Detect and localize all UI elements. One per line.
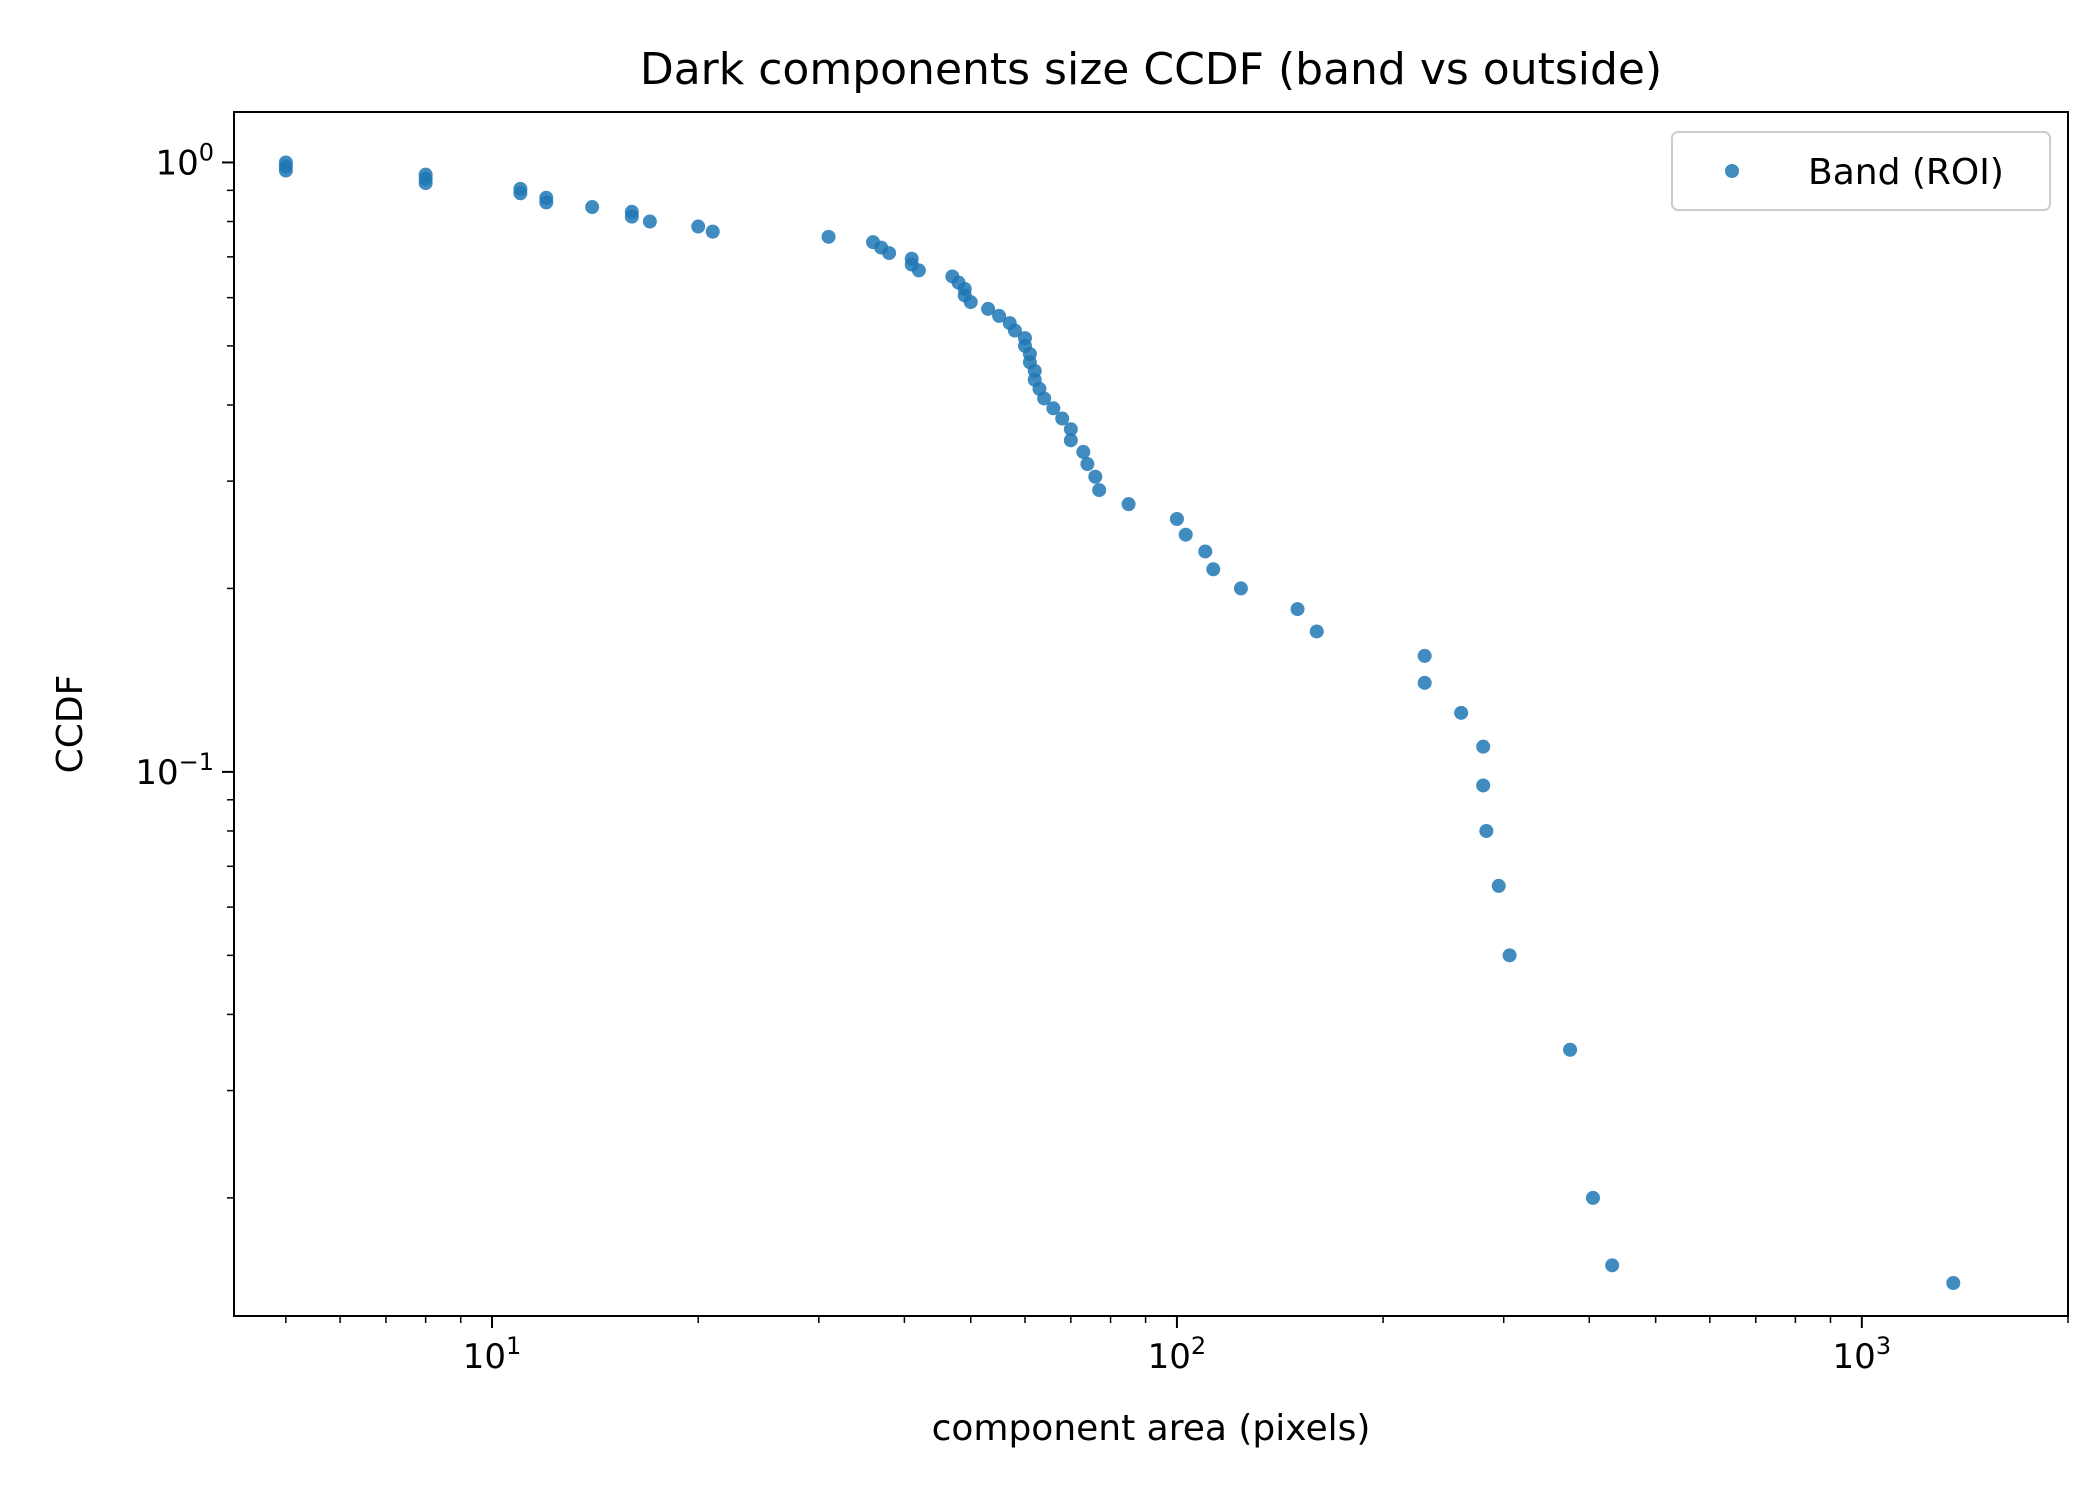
- x-tick-label: 103: [1833, 1332, 1892, 1377]
- legend-label: Band (ROI): [1808, 152, 2004, 193]
- data-point: [1178, 527, 1193, 542]
- x-tick-label-exponent: 1: [506, 1332, 521, 1360]
- data-point: [1169, 511, 1184, 526]
- data-point: [1233, 581, 1248, 596]
- x-tick-label: 102: [1148, 1332, 1207, 1377]
- data-point: [1417, 675, 1432, 690]
- data-point: [963, 295, 978, 310]
- y-tick-label-exponent: 0: [199, 138, 214, 166]
- y-tick-label-base: 10: [155, 143, 198, 183]
- data-point: [278, 163, 293, 178]
- legend-box: [1671, 131, 2051, 211]
- data-point: [992, 308, 1007, 323]
- data-point: [624, 209, 639, 224]
- data-point: [1476, 739, 1491, 754]
- data-point: [981, 301, 996, 316]
- data-point: [1121, 497, 1136, 512]
- data-point: [1007, 323, 1022, 338]
- axes-frame: [233, 111, 2069, 1317]
- data-point: [1063, 433, 1078, 448]
- legend: Band (ROI): [1671, 131, 2051, 211]
- data-point: [642, 214, 657, 229]
- data-point: [1946, 1275, 1961, 1290]
- data-point: [418, 176, 433, 191]
- data-point: [1309, 624, 1324, 639]
- x-tick-label: 101: [463, 1332, 522, 1377]
- data-point: [1454, 705, 1469, 720]
- data-point: [1585, 1190, 1600, 1205]
- data-point: [911, 263, 926, 278]
- data-point: [1063, 422, 1078, 437]
- data-point: [1206, 562, 1221, 577]
- data-point: [1055, 411, 1070, 426]
- data-point: [691, 219, 706, 234]
- data-point: [1037, 391, 1052, 406]
- x-axis-label: component area (pixels): [932, 1408, 1371, 1449]
- data-point: [1080, 457, 1095, 472]
- data-point: [821, 229, 836, 244]
- data-point: [705, 224, 720, 239]
- x-tick-label-base: 10: [1148, 1337, 1191, 1377]
- y-tick-label: 100: [155, 138, 214, 183]
- data-point: [1605, 1258, 1620, 1273]
- data-point: [539, 195, 554, 210]
- x-tick-label-base: 10: [463, 1337, 506, 1377]
- data-point: [1290, 602, 1305, 617]
- y-tick-label-exponent: −1: [179, 748, 214, 776]
- data-point: [1491, 878, 1506, 893]
- data-point: [1076, 444, 1091, 459]
- y-tick-label: 10−1: [135, 748, 214, 793]
- data-point: [1476, 778, 1491, 793]
- x-tick-label-base: 10: [1833, 1337, 1876, 1377]
- data-point: [1563, 1042, 1578, 1057]
- x-tick-label-exponent: 2: [1191, 1332, 1206, 1360]
- data-point: [1502, 948, 1517, 963]
- y-tick-label-base: 10: [135, 753, 178, 793]
- data-point: [1088, 469, 1103, 484]
- data-point: [882, 246, 897, 261]
- data-point: [1046, 401, 1061, 416]
- y-axis-label: CCDF: [50, 675, 91, 774]
- data-point: [1417, 648, 1432, 663]
- data-point: [1479, 823, 1494, 838]
- data-point: [585, 200, 600, 215]
- x-tick-label-exponent: 3: [1876, 1332, 1891, 1360]
- legend-marker: [1725, 164, 1739, 178]
- data-point: [1092, 483, 1107, 498]
- chart-title: Dark components size CCDF (band vs outsi…: [640, 44, 1662, 95]
- data-point: [1198, 544, 1213, 559]
- data-point: [513, 186, 528, 201]
